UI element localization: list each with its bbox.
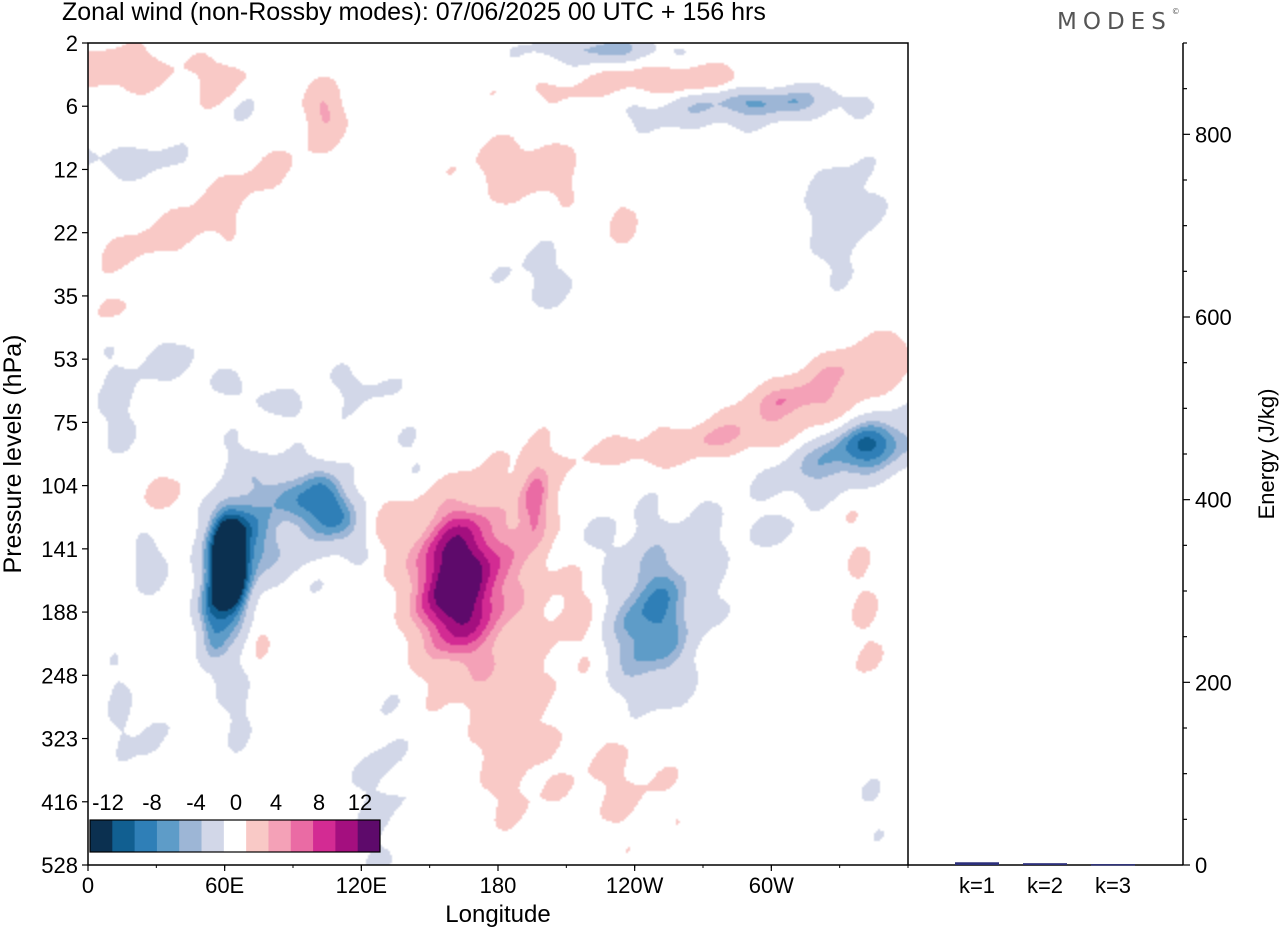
y-tick-label: 53	[54, 347, 78, 372]
logo-text: MODES	[1057, 9, 1172, 35]
y-tick-label: 35	[54, 284, 78, 309]
energy-bar	[955, 862, 999, 865]
colorbar-swatch	[134, 820, 158, 852]
colorbar-label: 4	[270, 790, 282, 815]
y-tick-label: 75	[54, 410, 78, 435]
energy-tick-label: 0	[1195, 853, 1207, 878]
colorbar-label: -8	[142, 790, 162, 815]
x-tick-label: 120E	[336, 873, 387, 898]
colorbar-label: -4	[186, 790, 206, 815]
colorbar-swatch	[246, 820, 269, 852]
colorbar-label: -12	[92, 790, 124, 815]
colorbar-swatch	[112, 820, 136, 852]
y-axis-label: Pressure levels (hPa)	[0, 335, 27, 574]
colorbar-swatch	[313, 820, 336, 852]
energy-tick-label: 400	[1195, 488, 1232, 513]
y-tick-label: 6	[66, 94, 78, 119]
chart-title: Zonal wind (non-Rossby modes): 07/06/202…	[62, 0, 766, 26]
colorbar-swatch	[290, 820, 314, 852]
y-tick-label: 22	[54, 221, 78, 246]
x-tick-label: 60W	[749, 873, 794, 898]
heatmap-field	[88, 43, 908, 865]
energy-tick-label: 800	[1195, 122, 1232, 147]
colorbar-frame	[89, 819, 381, 853]
colorbar-swatch	[357, 820, 381, 852]
y-tick-label: 12	[54, 157, 78, 182]
modes-logo: MODES©	[1057, 7, 1180, 35]
x-axis-label: Longitude	[445, 901, 550, 928]
colorbar-label: 12	[348, 790, 372, 815]
colorbar-swatch	[268, 820, 292, 852]
y-tick-label: 188	[41, 600, 78, 625]
energy-tick-label: 600	[1195, 305, 1232, 330]
x-tick-label: 180	[480, 873, 517, 898]
energy-bar	[1023, 863, 1067, 865]
y-tick-label: 528	[41, 853, 78, 878]
colorbar-swatch	[179, 820, 203, 852]
y-tick-label: 2	[66, 31, 78, 56]
energy-category-label: k=3	[1095, 873, 1131, 898]
energy-category-label: k=2	[1027, 873, 1063, 898]
energy-category-label: k=1	[959, 873, 995, 898]
colorbar: -12 -8 -4 0 4 8 12	[89, 790, 381, 853]
colorbar-swatch	[90, 820, 113, 852]
colorbar-swatch	[223, 820, 247, 852]
colorbar-label: 8	[313, 790, 325, 815]
colorbar-swatch	[335, 820, 359, 852]
energy-bar	[1091, 864, 1135, 866]
colorbar-swatch	[201, 820, 225, 852]
y-tick-label: 416	[41, 790, 78, 815]
y-tick-label: 141	[41, 537, 78, 562]
y-tick-label: 323	[41, 727, 78, 752]
energy-axis-label: Energy (J/kg)	[1254, 389, 1279, 520]
energy-bar-panel: 0 200 400 600 800 Energy (J/kg) k=1 k=2 k=3	[908, 42, 1279, 898]
y-tick-label: 104	[41, 474, 78, 499]
energy-tick-label: 200	[1195, 670, 1232, 695]
colorbar-swatch	[156, 820, 180, 852]
y-tick-label: 248	[41, 663, 78, 688]
heatmap-image	[88, 43, 908, 865]
colorbar-label: 0	[230, 790, 242, 815]
x-tick-label: 60E	[205, 873, 244, 898]
x-tick-label: 120W	[606, 873, 664, 898]
x-tick-label: 0	[82, 873, 94, 898]
